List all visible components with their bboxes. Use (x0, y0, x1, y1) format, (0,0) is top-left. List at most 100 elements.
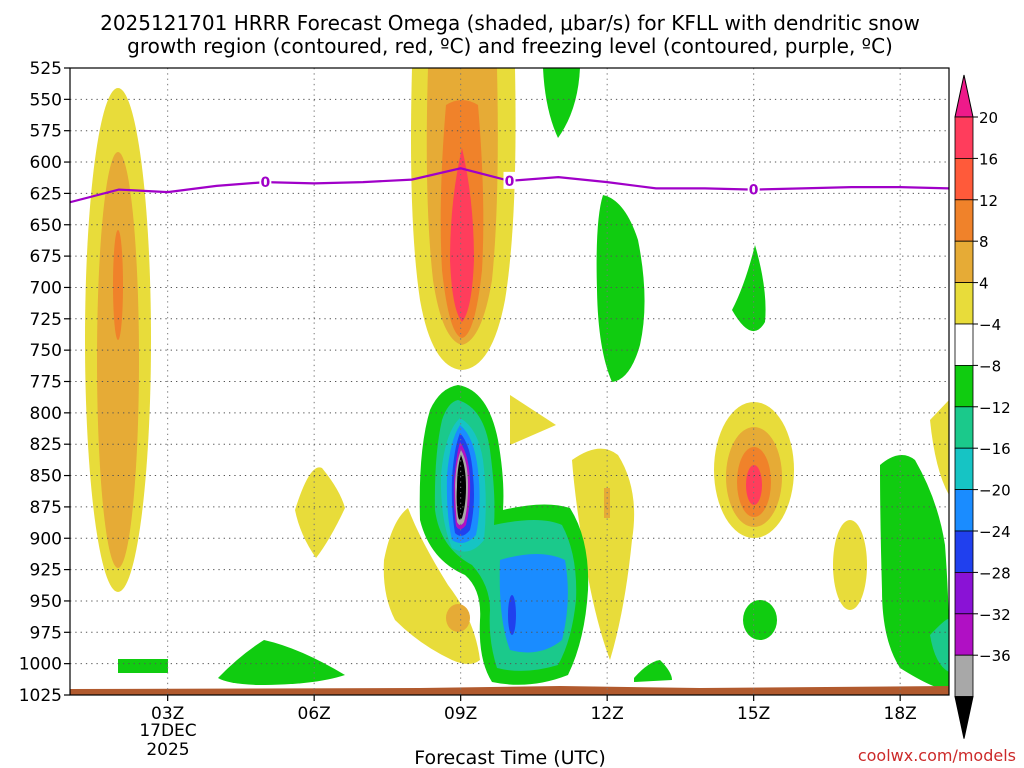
omega-contour-8-12 (97, 152, 139, 568)
omega-contour-12-16 (113, 230, 123, 340)
y-tick-label: 1000 (19, 655, 62, 675)
colorbar-bin (954, 116, 974, 159)
omega-downdraft-low-left (218, 640, 345, 685)
date-label-year: 2025 (146, 740, 189, 760)
colorbar-bin (954, 282, 974, 325)
y-tick-label: 875 (30, 498, 62, 518)
x-tick-label: 03Z (151, 704, 184, 724)
omega-downdraft-center (419, 385, 589, 685)
omega-updraft-cell-a (510, 395, 556, 445)
colorbar-bin (954, 406, 974, 449)
y-tick-label: 800 (30, 404, 62, 424)
omega-updraft-cell-b (295, 467, 345, 558)
y-tick-label: 550 (30, 90, 62, 110)
colorbar-label: −20 (979, 482, 1011, 500)
colorbar-label: 20 (979, 109, 998, 127)
omega-downdraft-right (880, 455, 949, 690)
gridlines (70, 68, 949, 695)
y-tick-label: 525 (30, 59, 62, 79)
y-tick-label: 675 (30, 247, 62, 267)
colorbar-label: −4 (979, 316, 1001, 334)
x-tick-label: 06Z (298, 704, 331, 724)
omega-contour-below-neg36 (456, 455, 466, 520)
chart-title-line-2: growth region (contoured, red, ºC) and f… (127, 34, 893, 58)
y-tick-label: 650 (30, 216, 62, 236)
colorbar-label: −16 (979, 440, 1011, 458)
y-tick-label: 625 (30, 184, 62, 204)
x-tick-label: 12Z (591, 704, 624, 724)
colorbar-bin (954, 157, 974, 201)
y-tick-label: 900 (30, 529, 62, 549)
y-tick-label: 950 (30, 592, 62, 612)
y-tick-label: 925 (30, 561, 62, 581)
omega-contour-neg16-20 (499, 554, 568, 653)
colorbar-bin (954, 364, 974, 408)
colorbar-label: 8 (979, 233, 989, 251)
y-tick-label: 725 (30, 310, 62, 330)
ground-surface (70, 686, 949, 695)
omega-downdraft-top (543, 68, 580, 138)
omega-updraft-lower-left-core (446, 604, 470, 632)
colorbar-label: −28 (979, 564, 1011, 582)
colorbar-bin (954, 240, 974, 283)
date-label-day: 17DEC (139, 721, 196, 741)
colorbar-bin (954, 613, 974, 656)
y-tick-label: 600 (30, 153, 62, 173)
freezing-level-contour: 0 0 0 (70, 167, 949, 204)
colorbar-bottom-arrow (954, 696, 974, 739)
omega-contour-16-20 (746, 465, 762, 505)
x-tick-label: 18Z (884, 704, 917, 724)
omega-updraft-right (714, 402, 794, 538)
omega-updraft-cell-c (572, 448, 635, 660)
omega-downdraft-small (732, 245, 766, 332)
x-tick-label: 15Z (737, 704, 770, 724)
omega-downdraft-small-2 (743, 600, 777, 640)
colorbar-label: −24 (979, 523, 1011, 541)
freezing-level-label-bg (747, 180, 760, 198)
colorbar-label: 4 (979, 275, 989, 293)
y-tick-label: 850 (30, 467, 62, 487)
omega-updraft-cell-e (930, 400, 949, 495)
omega-downdraft-mid (596, 195, 645, 382)
credit-text: coolwx.com/models (858, 746, 1016, 765)
y-tick-label: 575 (30, 122, 62, 142)
freezing-level-label: 0 (505, 174, 515, 190)
omega-shaded-field (70, 68, 949, 695)
y-tick-label: 750 (30, 341, 62, 361)
omega-downdraft-sliver (118, 659, 168, 673)
colorbar-label: −8 (979, 357, 1001, 375)
colorbar-label: −36 (979, 647, 1011, 665)
y-tick-label: 825 (30, 435, 62, 455)
colorbar-top-arrow (954, 74, 974, 118)
colorbar: 20 16 12 8 4 −4 −8 −12 −16 −20 −24 −28 −32 −36 (954, 74, 1011, 739)
colorbar-label: 12 (979, 192, 998, 210)
chart-title-line-1: 2025121701 HRRR Forecast Omega (shaded, … (100, 11, 920, 35)
freezing-level-label: 0 (749, 183, 759, 199)
colorbar-label: 16 (979, 150, 998, 168)
y-axis-pressure: 525 550 575 600 625 650 675 700 725 750 775 800 825 8… (19, 59, 70, 706)
omega-contour-neg20-24-lower (508, 595, 516, 635)
y-tick-label: 700 (30, 278, 62, 298)
colorbar-bin (954, 654, 974, 698)
x-axis-label: Forecast Time (UTC) (414, 747, 605, 768)
omega-updraft-cell-d (833, 520, 867, 610)
colorbar-bin (954, 447, 974, 491)
y-tick-label: 1025 (19, 686, 62, 706)
freezing-level-label-bg (503, 171, 516, 189)
colorbar-label: −12 (979, 399, 1011, 417)
omega-updraft-left (85, 88, 151, 592)
freezing-level-label-bg (259, 173, 272, 191)
colorbar-bin (954, 489, 974, 532)
x-tick-label: 09Z (444, 704, 477, 724)
x-axis-time: 03Z 06Z 09Z 12Z 15Z 18Z (151, 695, 917, 724)
omega-downdraft-tiny (634, 660, 672, 682)
omega-contour-16-20 (450, 148, 474, 322)
y-tick-label: 975 (30, 623, 62, 643)
colorbar-bin (954, 199, 974, 242)
colorbar-label: −32 (979, 606, 1011, 624)
colorbar-bin (954, 572, 974, 615)
freezing-level-label: 0 (260, 175, 270, 191)
colorbar-bin (954, 530, 974, 573)
omega-updraft-center (411, 68, 516, 370)
